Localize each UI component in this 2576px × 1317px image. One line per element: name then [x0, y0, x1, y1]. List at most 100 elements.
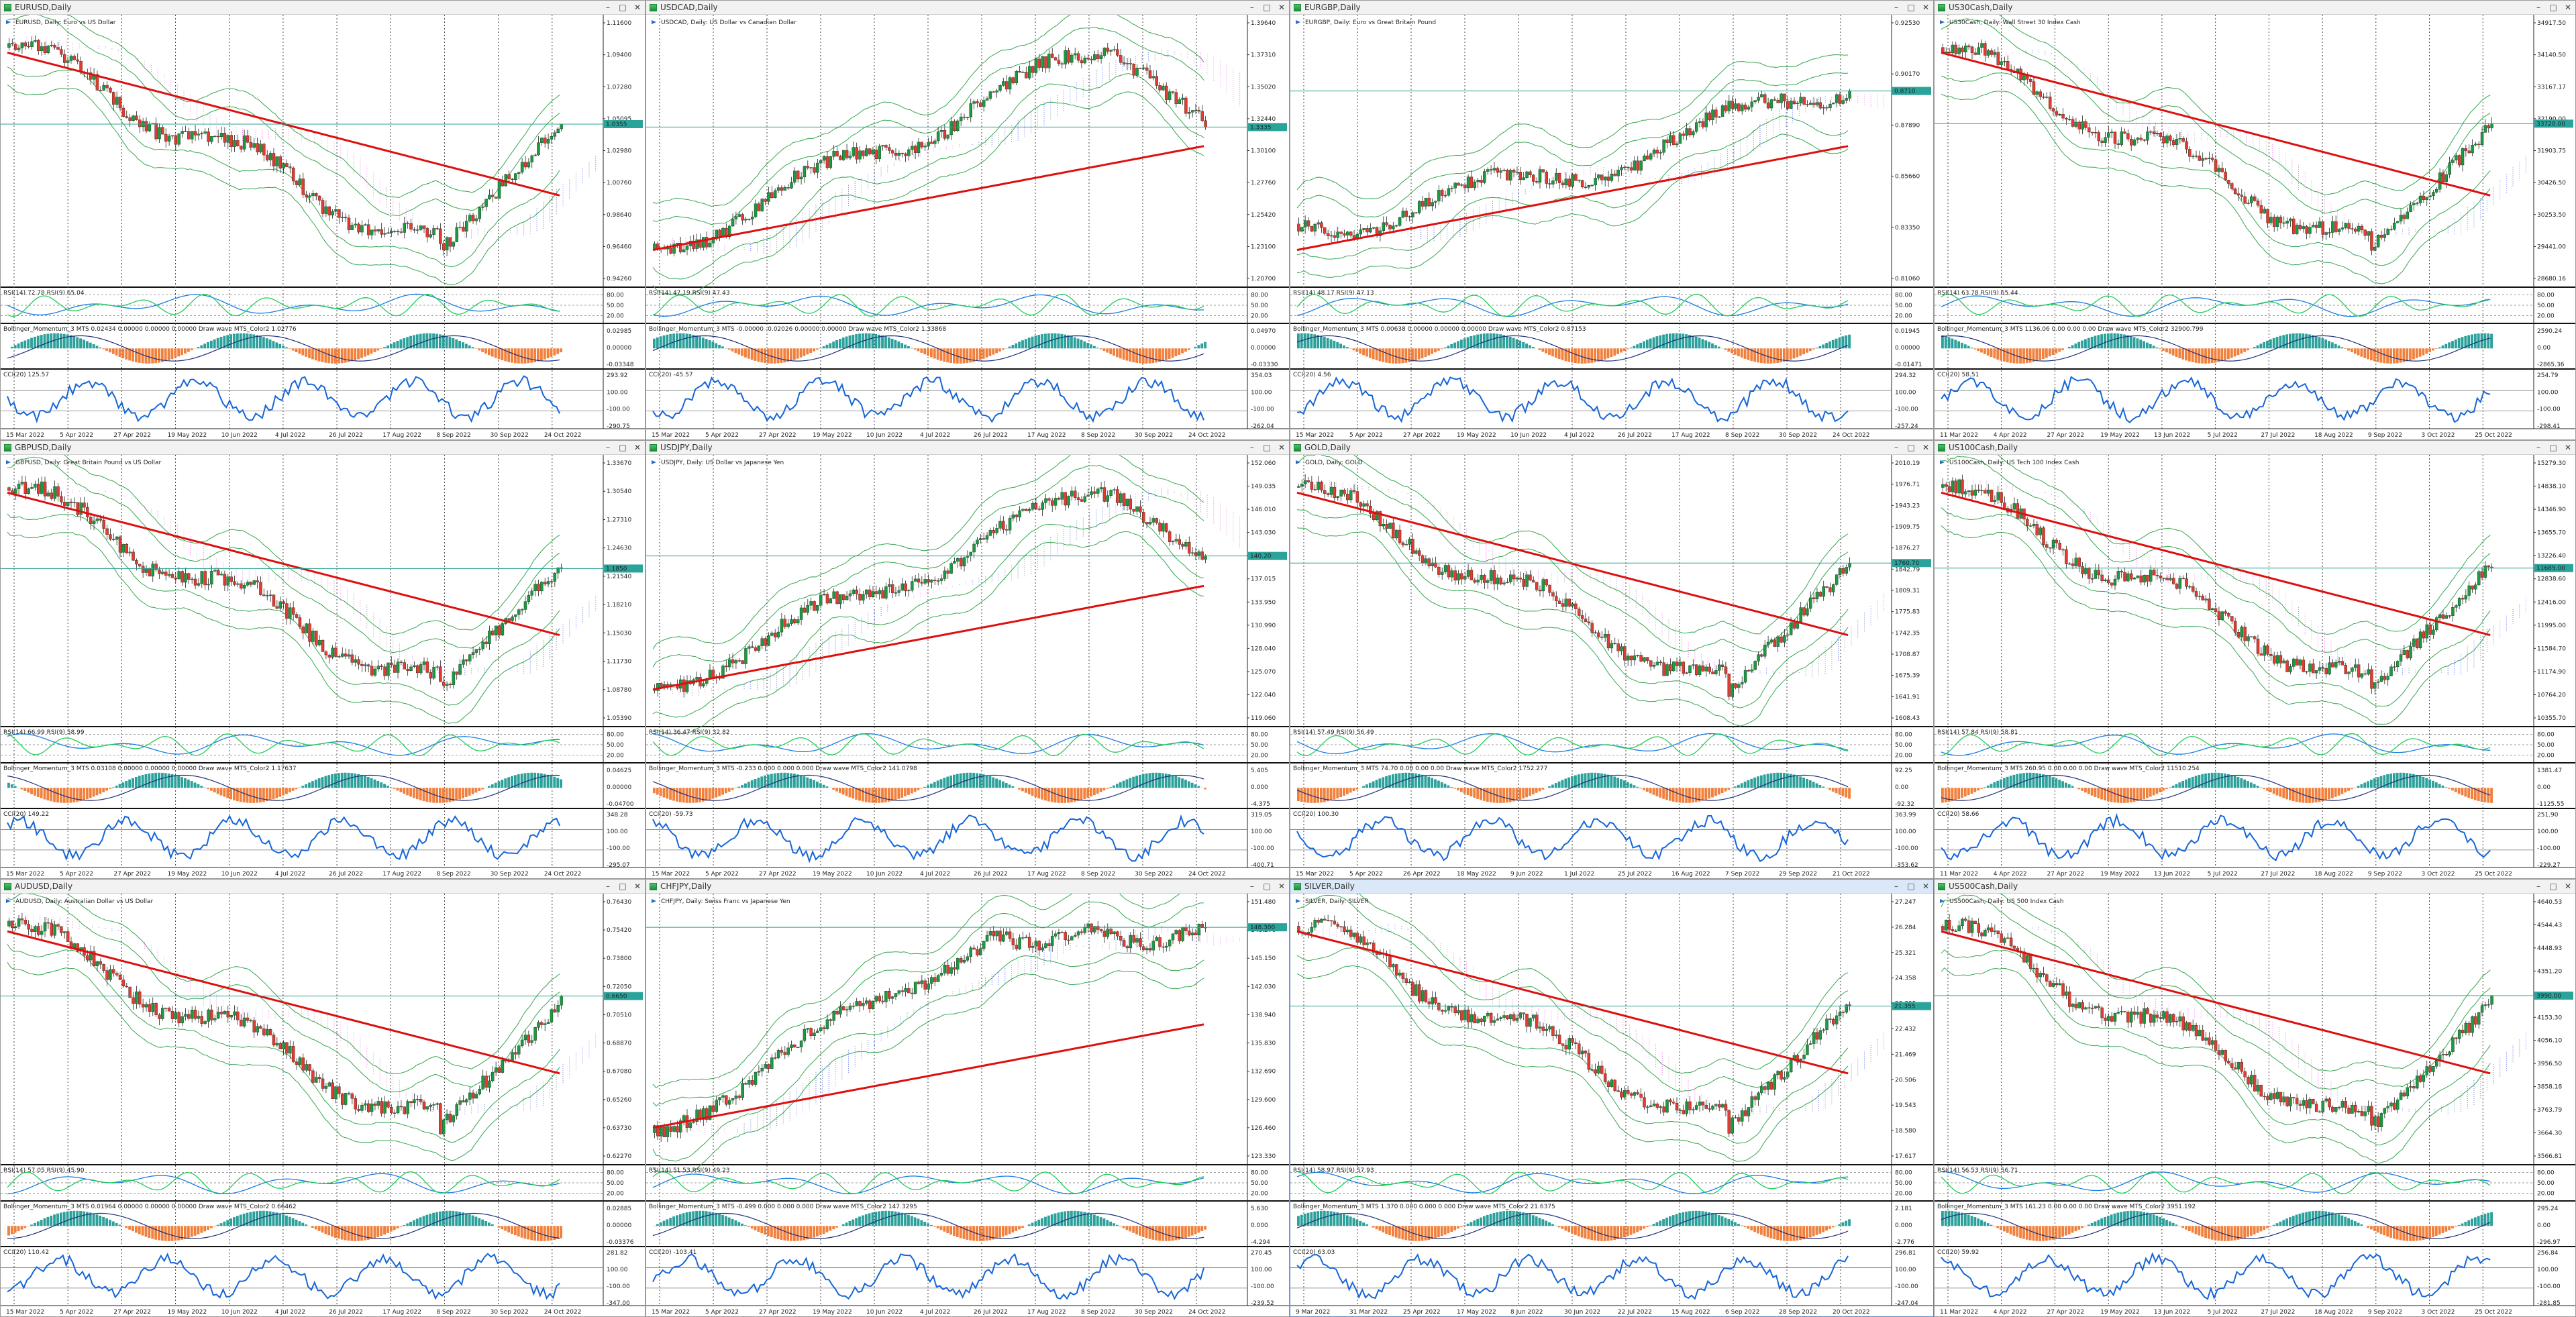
chart-canvas[interactable]: 2010.191976.711943.231909.751876.271842.…: [1290, 455, 1933, 878]
momentum-histogram-bar: [262, 788, 265, 802]
momentum-histogram-bar: [2432, 348, 2434, 351]
close-icon[interactable]: ✕: [633, 443, 641, 452]
momentum-histogram-bar: [1848, 334, 1851, 349]
momentum-histogram-bar: [1492, 333, 1496, 349]
momentum-histogram-bar: [321, 777, 324, 788]
restore-icon[interactable]: □: [619, 3, 627, 12]
close-icon[interactable]: ✕: [2564, 3, 2572, 12]
momentum-histogram-bar: [158, 772, 160, 788]
restore-icon[interactable]: □: [1907, 3, 1915, 12]
momentum-histogram-bar: [887, 337, 890, 349]
minimize-icon[interactable]: –: [1894, 3, 1898, 12]
restore-icon[interactable]: □: [2549, 443, 2557, 452]
chart-window-gbpusd[interactable]: GBPUSD,Daily – □ ✕ 1.33670 1.30540 1.27310 1.24…: [0, 440, 646, 879]
chart-canvas[interactable]: 0.925300.901700.878900.856600.833500.810…: [1290, 15, 1933, 439]
chart-window-gold[interactable]: GOLD,Daily – □ ✕ 2010.19 1976.71 1943.23 1909.7…: [1290, 440, 1934, 879]
momentum-histogram-bar: [2126, 335, 2129, 349]
trade-arrow-icon[interactable]: [6, 20, 11, 24]
candle-body: [69, 501, 73, 503]
candle-body: [1489, 570, 1493, 581]
minimize-icon[interactable]: –: [606, 443, 610, 452]
minimize-icon[interactable]: –: [606, 3, 610, 12]
candle-body: [390, 231, 393, 233]
chart-window-usdcad[interactable]: USDCAD,Daily – □ ✕ 1.39640 1.37310 1.35020 1.32…: [646, 0, 1290, 440]
candle-body: [1541, 579, 1545, 592]
momentum-histogram-bar: [1675, 333, 1678, 349]
chart-canvas[interactable]: 152.060149.035146.010143.030140.015137.0…: [646, 455, 1289, 878]
trade-arrow-icon[interactable]: [1940, 20, 1945, 24]
momentum-histogram-bar: [1197, 345, 1200, 349]
momentum-histogram-bar: [835, 788, 838, 792]
chart-window-us100cash[interactable]: US100Cash,Daily – □ ✕ 15279.30 14838.10 14346.…: [1934, 440, 2576, 879]
last-price-label: 140.20: [1250, 554, 1272, 560]
momentum-histogram-bar: [2441, 346, 2444, 349]
momentum-histogram-bar: [164, 348, 167, 362]
minimize-icon[interactable]: –: [1250, 3, 1254, 12]
window-titlebar[interactable]: GOLD,Daily – □ ✕: [1290, 441, 1933, 455]
window-titlebar[interactable]: US100Cash,Daily – □ ✕: [1935, 441, 2575, 455]
restore-icon[interactable]: □: [619, 443, 627, 452]
momentum-histogram-bar: [1187, 348, 1190, 350]
chart-window-eurgbp[interactable]: EURGBP,Daily – □ ✕ 0.92530 0.90170 0.87890 0.85…: [1290, 0, 1934, 440]
momentum-histogram-bar: [1450, 787, 1453, 788]
window-titlebar[interactable]: EURUSD,Daily – □ ✕: [1, 1, 645, 15]
close-icon[interactable]: ✕: [1278, 443, 1286, 452]
momentum-histogram-bar: [2149, 344, 2152, 349]
restore-icon[interactable]: □: [1263, 443, 1271, 452]
price-tick-label: 1.27310: [607, 517, 631, 523]
candle-body: [1070, 490, 1074, 496]
chart-canvas[interactable]: 1.336701.305401.273101.246301.215401.182…: [1, 455, 645, 878]
momentum-histogram-bar: [767, 774, 770, 788]
window-titlebar[interactable]: USDJPY,Daily – □ ✕: [646, 441, 1289, 455]
candle-body: [1838, 94, 1842, 104]
close-icon[interactable]: ✕: [1922, 3, 1930, 12]
candle-body: [72, 56, 76, 60]
momentum-histogram-bar: [2487, 333, 2490, 349]
window-titlebar[interactable]: GBPUSD,Daily – □ ✕: [1, 441, 645, 455]
chart-window-us30cash[interactable]: US30Cash,Daily – □ ✕ 34917.50 34140.50 33167.1…: [1934, 0, 2576, 440]
restore-icon[interactable]: □: [1263, 3, 1271, 12]
trade-arrow-icon[interactable]: [652, 20, 656, 24]
close-icon[interactable]: ✕: [2564, 443, 2572, 452]
chart-canvas[interactable]: 15279.3014838.1014346.9013655.7013226.40…: [1935, 455, 2575, 878]
momentum-histogram-bar: [1382, 348, 1385, 362]
chart-canvas[interactable]: 1.116001.094001.072801.050951.029801.007…: [1, 15, 645, 439]
momentum-histogram-bar: [1714, 345, 1717, 349]
window-titlebar[interactable]: US30Cash,Daily – □ ✕: [1935, 1, 2575, 15]
momentum-histogram-bar: [350, 773, 354, 788]
close-icon[interactable]: ✕: [1922, 443, 1930, 452]
trade-arrow-icon[interactable]: [652, 460, 656, 464]
chart-window-usdjpy[interactable]: USDJPY,Daily – □ ✕ 152.060 149.035 146.010 143.…: [646, 440, 1290, 879]
rsi-line: [652, 733, 1204, 757]
candle-body: [315, 193, 318, 197]
momentum-histogram-bar: [2152, 346, 2155, 349]
window-titlebar[interactable]: EURGBP,Daily – □ ✕: [1290, 1, 1933, 15]
restore-icon[interactable]: □: [2549, 3, 2557, 12]
minimize-icon[interactable]: –: [1250, 443, 1254, 452]
restore-icon[interactable]: □: [1907, 443, 1915, 452]
minimize-icon[interactable]: –: [2536, 3, 2540, 12]
trade-arrow-icon[interactable]: [1296, 20, 1300, 24]
candle-body: [462, 660, 465, 665]
minimize-icon[interactable]: –: [2536, 443, 2540, 452]
trade-arrow-icon[interactable]: [1296, 460, 1300, 464]
rsi-tick-label: 80.00: [607, 731, 624, 738]
bollinger-momentum-label: Bollinger_Momentum_3 MTS 74.70 0.00 0.00…: [1293, 766, 1547, 772]
chart-canvas[interactable]: 1.396401.373101.350201.324401.301001.277…: [646, 15, 1289, 439]
momentum-histogram-bar: [2019, 348, 2022, 364]
candle-body: [1567, 598, 1571, 607]
candle-body: [242, 584, 246, 589]
candle-body: [161, 572, 164, 574]
candle-body: [1473, 580, 1477, 583]
momentum-histogram-bar: [376, 348, 380, 351]
chart-window-eurusd[interactable]: EURUSD,Daily – □ ✕ 1.11600 1.09400 1.07280 1.05…: [0, 0, 646, 440]
momentum-histogram-bar: [1138, 774, 1141, 788]
close-icon[interactable]: ✕: [633, 3, 641, 12]
trade-arrow-icon[interactable]: [6, 460, 11, 464]
candle-body: [520, 162, 524, 172]
momentum-histogram-bar: [1831, 788, 1835, 792]
chart-canvas[interactable]: 34917.5034140.5033167.1732190.0031903.75…: [1935, 15, 2575, 439]
window-titlebar[interactable]: USDCAD,Daily – □ ✕: [646, 1, 1289, 15]
minimize-icon[interactable]: –: [1894, 443, 1898, 452]
close-icon[interactable]: ✕: [1278, 3, 1286, 12]
